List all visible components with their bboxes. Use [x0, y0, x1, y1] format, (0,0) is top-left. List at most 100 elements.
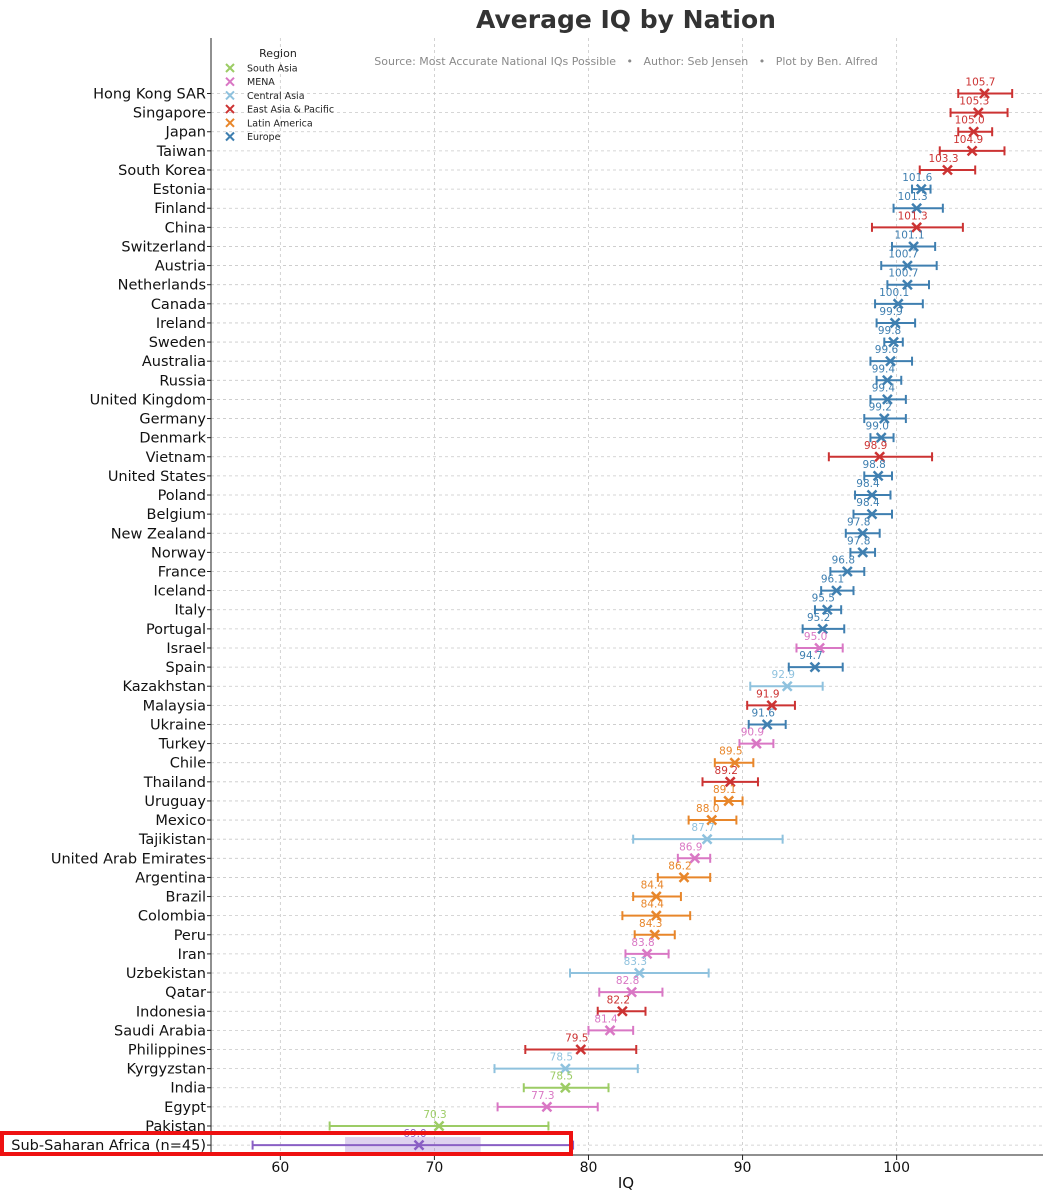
point-south-korea: 103.3 — [918, 153, 977, 176]
value-label: 92.9 — [772, 669, 795, 681]
point-marker — [723, 795, 735, 807]
point-mexico: 88.0 — [687, 803, 738, 826]
value-label: 99.9 — [879, 306, 902, 318]
category-label-united-states: United States — [108, 469, 206, 485]
value-label: 89.2 — [715, 765, 738, 777]
point-vietnam: 98.9 — [827, 440, 934, 463]
category-label-russia: Russia — [159, 373, 206, 389]
category-label-south-korea: South Korea — [118, 163, 206, 179]
value-label: 104.9 — [953, 134, 983, 146]
point-marker — [872, 470, 884, 482]
value-label: 91.9 — [756, 688, 779, 700]
point-germany: 99.2 — [863, 402, 907, 424]
point-egypt: 77.3 — [496, 1090, 599, 1113]
point-marker — [433, 1120, 445, 1132]
point-switzerland: 101.1 — [891, 229, 937, 252]
point-portugal: 95.2 — [801, 612, 846, 635]
legend-label: Central Asia — [247, 91, 305, 102]
point-marker — [729, 757, 741, 769]
point-marker — [678, 872, 690, 883]
point-poland: 98.4 — [854, 478, 892, 501]
value-label: 84.4 — [641, 880, 665, 892]
x-tick-label: 70 — [425, 1160, 443, 1176]
point-marker — [413, 1139, 425, 1151]
category-label-austria: Austria — [155, 259, 206, 275]
point-argentina: 86.2 — [656, 860, 712, 883]
point-marker — [751, 738, 762, 749]
value-label: 97.8 — [847, 535, 870, 547]
value-label: 77.3 — [531, 1090, 554, 1102]
category-label-ireland: Ireland — [156, 316, 206, 332]
category-label-indonesia: Indonesia — [136, 1004, 206, 1020]
value-label: 99.2 — [869, 402, 892, 414]
legend-label: MENA — [247, 77, 275, 88]
category-label-sub-saharan-africa-n-45: Sub-Saharan Africa (n=45) — [11, 1138, 206, 1154]
x-tick-label: 60 — [271, 1160, 289, 1176]
category-label-japan: Japan — [165, 125, 206, 141]
category-label-united-kingdom: United Kingdom — [90, 392, 206, 408]
point-marker — [878, 413, 890, 424]
point-marker — [889, 317, 901, 329]
point-philippines: 79.5 — [524, 1033, 638, 1055]
point-marker — [649, 929, 661, 941]
value-label: 84.4 — [641, 899, 665, 911]
value-label: 86.2 — [668, 860, 691, 872]
point-turkey: 90.9 — [738, 727, 775, 749]
category-label-israel: Israel — [166, 641, 206, 657]
point-marker — [821, 604, 833, 616]
legend-label: East Asia & Pacific — [247, 105, 334, 116]
value-label: 101.6 — [902, 172, 932, 184]
point-japan: 105.0 — [955, 115, 994, 138]
value-label: 78.5 — [550, 1071, 573, 1083]
value-label: 89.5 — [719, 746, 742, 758]
value-label: 99.8 — [878, 325, 901, 337]
category-label-thailand: Thailand — [143, 775, 206, 791]
point-norway: 97.8 — [847, 535, 877, 558]
category-label-germany: Germany — [139, 412, 206, 428]
point-marker — [616, 1005, 628, 1017]
value-label: 81.4 — [594, 1013, 618, 1025]
value-label: 98.8 — [862, 459, 885, 471]
category-label-singapore: Singapore — [133, 106, 206, 122]
category-label-vietnam: Vietnam — [146, 450, 206, 466]
point-marker — [972, 107, 984, 119]
category-label-india: India — [170, 1081, 206, 1097]
point-canada: 100.1 — [874, 287, 924, 310]
value-label: 101.1 — [895, 229, 925, 241]
category-label-kazakhstan: Kazakhstan — [122, 679, 206, 695]
category-label-brazil: Brazil — [166, 890, 206, 906]
point-malaysia: 91.9 — [746, 688, 796, 711]
point-marker — [888, 336, 899, 348]
value-label: 99.4 — [872, 382, 896, 394]
value-label: 95.0 — [804, 631, 827, 643]
category-label-argentina: Argentina — [135, 870, 206, 886]
value-label: 82.2 — [607, 994, 630, 1006]
category-label-egypt: Egypt — [164, 1100, 206, 1116]
point-austria: 100.7 — [880, 249, 938, 271]
point-marker — [626, 986, 638, 998]
point-uzbekistan: 83.3 — [568, 956, 710, 979]
point-marker — [225, 104, 235, 114]
category-label-denmark: Denmark — [139, 431, 206, 447]
category-label-pakistan: Pakistan — [145, 1119, 206, 1135]
category-label-kyrgyzstan: Kyrgyzstan — [127, 1062, 206, 1078]
point-tajikistan: 87.7 — [632, 822, 784, 845]
point-chile: 89.5 — [713, 746, 755, 769]
point-australia: 99.6 — [869, 344, 914, 367]
point-marker — [766, 699, 778, 711]
point-brazil: 84.4 — [632, 880, 682, 902]
value-label: 83.3 — [624, 956, 647, 968]
legend-title: Region — [259, 47, 297, 60]
point-marker — [225, 76, 235, 87]
category-label-switzerland: Switzerland — [121, 239, 206, 255]
point-marker — [225, 90, 235, 101]
value-label: 87.7 — [691, 822, 714, 834]
category-label-mexico: Mexico — [155, 813, 206, 829]
category-label-spain: Spain — [165, 660, 206, 676]
marks-layer: 105.7 105.3 105.0 104.9 103.3 101.6 101.3 101.3… — [251, 77, 1014, 1154]
category-label-tajikistan: Tajikistan — [138, 832, 206, 848]
point-marker — [911, 202, 923, 214]
point-marker — [874, 451, 886, 463]
point-marker — [225, 118, 235, 128]
value-label: 86.9 — [679, 841, 702, 853]
